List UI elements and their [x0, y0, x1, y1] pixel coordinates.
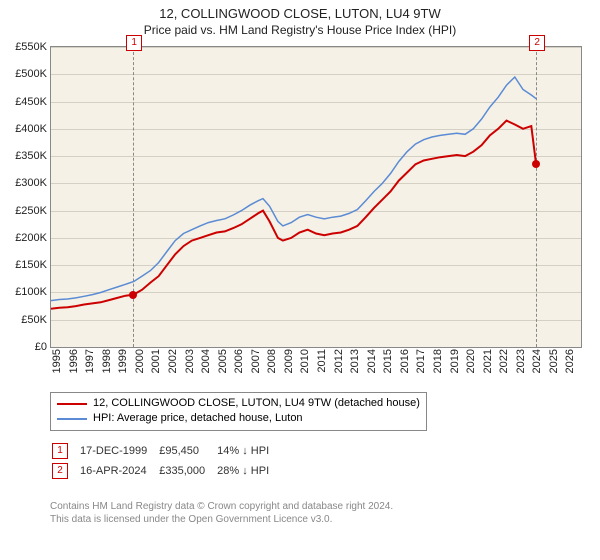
y-axis-label: £250K [15, 205, 47, 217]
x-axis-label: 2005 [217, 349, 229, 373]
footer-line2: This data is licensed under the Open Gov… [50, 513, 393, 526]
x-axis-label: 2018 [432, 349, 444, 373]
y-axis-label: £100K [15, 286, 47, 298]
data-point-dot [532, 160, 540, 168]
x-axis-label: 2003 [184, 349, 196, 373]
x-axis-label: 2012 [333, 349, 345, 373]
data-point-dot [129, 291, 137, 299]
x-axis-label: 1998 [101, 349, 113, 373]
y-axis-label: £300K [15, 177, 47, 189]
chart-legend: 12, COLLINGWOOD CLOSE, LUTON, LU4 9TW (d… [50, 392, 427, 431]
x-axis-label: 2021 [482, 349, 494, 373]
x-axis-label: 2001 [150, 349, 162, 373]
y-axis-label: £150K [15, 259, 47, 271]
x-axis-label: 2007 [250, 349, 262, 373]
x-axis-label: 2024 [531, 349, 543, 373]
x-axis-label: 2022 [498, 349, 510, 373]
chart-title-block: 12, COLLINGWOOD CLOSE, LUTON, LU4 9TW Pr… [0, 0, 600, 38]
y-axis-label: £450K [15, 96, 47, 108]
x-axis-label: 2006 [233, 349, 245, 373]
chart-plot-area: £0£50K£100K£150K£200K£250K£300K£350K£400… [50, 46, 582, 348]
table-row: 117-DEC-1999£95,45014% ↓ HPI [52, 442, 279, 460]
x-axis-label: 2008 [266, 349, 278, 373]
legend-item: 12, COLLINGWOOD CLOSE, LUTON, LU4 9TW (d… [57, 396, 420, 411]
x-axis-label: 2002 [167, 349, 179, 373]
x-axis-label: 2023 [515, 349, 527, 373]
chart-title-sub: Price paid vs. HM Land Registry's House … [0, 23, 600, 39]
x-axis-label: 2014 [366, 349, 378, 373]
y-axis-label: £50K [21, 314, 47, 326]
x-axis-label: 2026 [564, 349, 576, 373]
marker-data-table: 117-DEC-1999£95,45014% ↓ HPI 216-APR-2024… [50, 440, 281, 482]
y-axis-label: £0 [35, 341, 47, 353]
y-axis-label: £200K [15, 232, 47, 244]
x-axis-label: 2004 [200, 349, 212, 373]
x-axis-label: 2025 [548, 349, 560, 373]
chart-footer: Contains HM Land Registry data © Crown c… [50, 500, 393, 526]
x-axis-label: 2019 [449, 349, 461, 373]
series-hpi [51, 77, 536, 301]
table-row: 216-APR-2024£335,00028% ↓ HPI [52, 462, 279, 480]
x-axis-label: 2000 [134, 349, 146, 373]
legend-item: HPI: Average price, detached house, Luto… [57, 411, 420, 426]
x-axis-label: 2013 [349, 349, 361, 373]
y-axis-label: £350K [15, 150, 47, 162]
series-property [51, 121, 536, 309]
y-axis-label: £500K [15, 68, 47, 80]
x-axis-label: 2017 [415, 349, 427, 373]
x-axis-label: 2009 [283, 349, 295, 373]
x-axis-label: 1996 [68, 349, 80, 373]
x-axis-label: 2010 [299, 349, 311, 373]
y-axis-label: £400K [15, 123, 47, 135]
chart-title-main: 12, COLLINGWOOD CLOSE, LUTON, LU4 9TW [0, 6, 600, 23]
x-axis-label: 1995 [51, 349, 63, 373]
x-axis-label: 1999 [117, 349, 129, 373]
footer-line1: Contains HM Land Registry data © Crown c… [50, 500, 393, 513]
x-axis-label: 2020 [465, 349, 477, 373]
x-axis-label: 1997 [84, 349, 96, 373]
x-axis-label: 2015 [382, 349, 394, 373]
y-axis-label: £550K [15, 41, 47, 53]
x-axis-label: 2011 [316, 349, 328, 373]
x-axis-label: 2016 [399, 349, 411, 373]
